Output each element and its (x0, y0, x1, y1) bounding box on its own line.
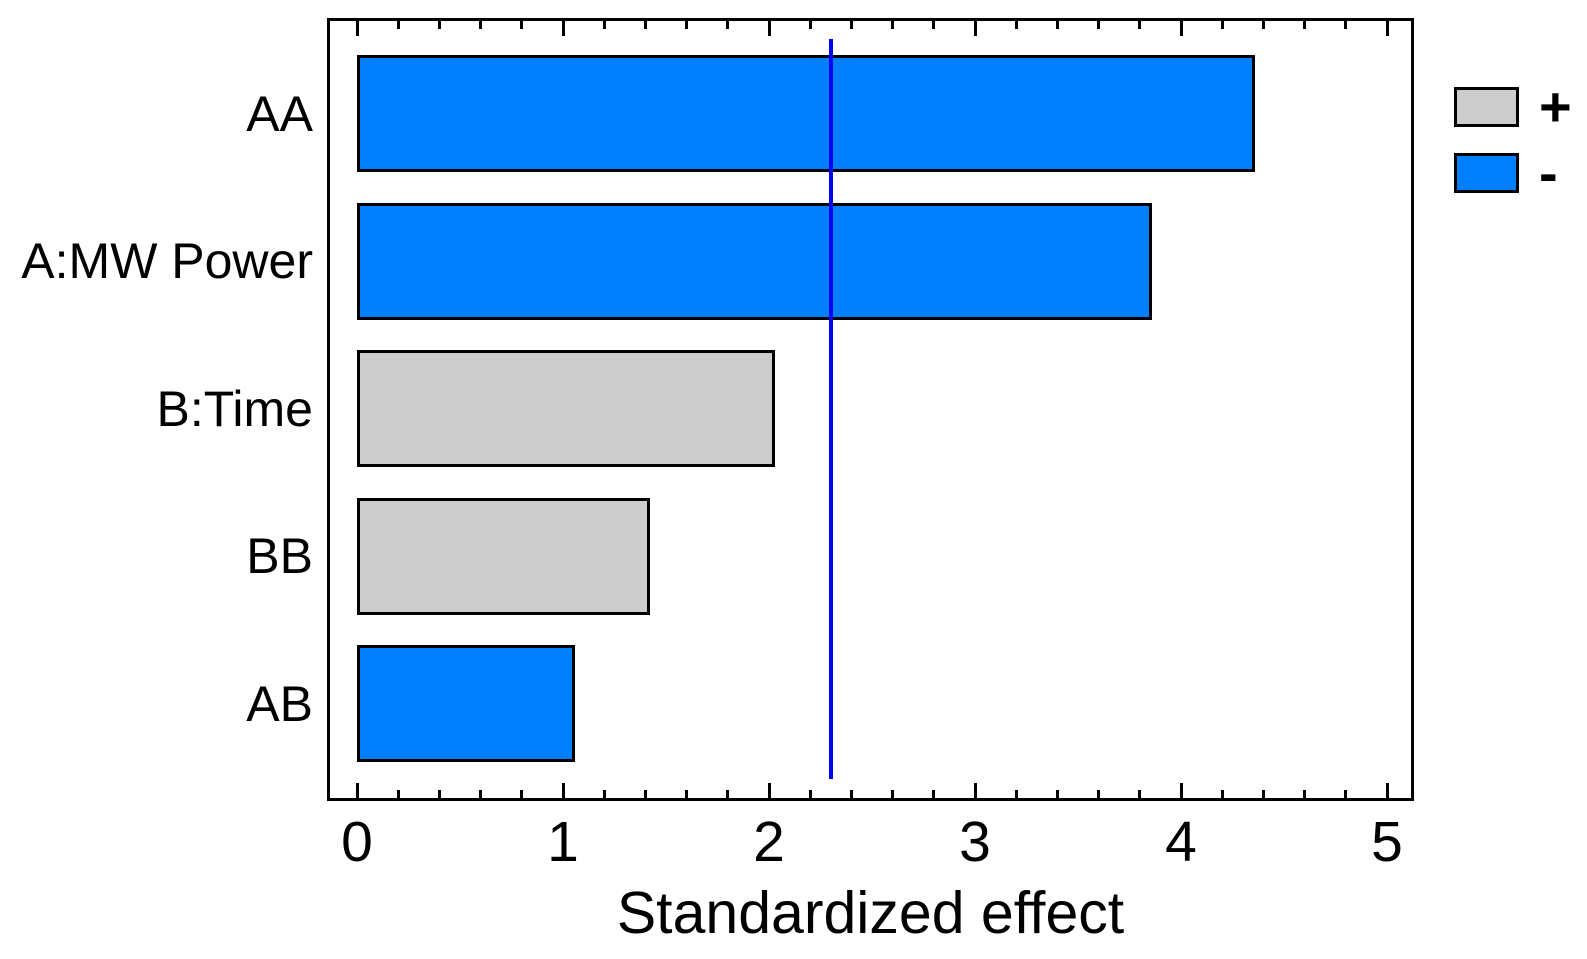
minor-tick-top (1055, 21, 1059, 29)
minor-tick-top (643, 21, 647, 29)
minor-tick-bottom (1220, 790, 1224, 798)
minor-tick-top (1261, 21, 1265, 29)
pareto-bar-b-time (357, 350, 776, 467)
x-tick-label: 5 (1371, 810, 1403, 874)
minor-tick-top (808, 21, 812, 29)
pareto-bar-bb (357, 497, 650, 615)
minor-tick-bottom (479, 790, 483, 798)
minor-tick-bottom (1303, 790, 1307, 798)
pareto-bar-aa (357, 55, 1256, 172)
major-tick-bottom (355, 783, 359, 798)
minor-tick-bottom (1014, 790, 1018, 798)
x-tick-label: 2 (753, 810, 785, 874)
major-tick-bottom (561, 783, 565, 798)
minor-tick-top (437, 21, 441, 29)
legend-label-negative: - (1539, 141, 1558, 204)
minor-tick-bottom (1261, 790, 1265, 798)
minor-tick-top (396, 21, 400, 29)
minor-tick-top (1303, 21, 1307, 29)
pareto-bar-a-mw-power (357, 202, 1153, 320)
category-label: BB (246, 528, 313, 584)
minor-tick-top (479, 21, 483, 29)
major-tick-top (1385, 21, 1389, 36)
minor-tick-top (891, 21, 895, 29)
minor-tick-bottom (932, 790, 936, 798)
legend-swatch-negative (1454, 153, 1519, 193)
minor-tick-bottom (602, 790, 606, 798)
minor-tick-bottom (1344, 790, 1348, 798)
x-axis-title: Standardized effect (616, 880, 1125, 946)
legend-swatch-positive (1454, 87, 1519, 127)
major-tick-top (355, 21, 359, 36)
minor-tick-bottom (1055, 790, 1059, 798)
major-tick-top (561, 21, 565, 36)
minor-tick-bottom (437, 790, 441, 798)
major-tick-bottom (1385, 783, 1389, 798)
pareto-bar-ab (357, 645, 576, 762)
major-tick-bottom (767, 783, 771, 798)
x-tick-label: 3 (959, 810, 991, 874)
minor-tick-bottom (643, 790, 647, 798)
category-label: A:MW Power (21, 233, 313, 289)
minor-tick-top (932, 21, 936, 29)
minor-tick-bottom (1138, 790, 1142, 798)
minor-tick-top (1220, 21, 1224, 29)
minor-tick-top (1344, 21, 1348, 29)
minor-tick-bottom (849, 790, 853, 798)
x-tick-label: 1 (547, 810, 579, 874)
minor-tick-top (1014, 21, 1018, 29)
major-tick-bottom (1179, 783, 1183, 798)
major-tick-top (767, 21, 771, 36)
category-label: AB (246, 675, 313, 732)
minor-tick-bottom (685, 790, 689, 798)
legend-label-positive: + (1539, 75, 1572, 138)
minor-tick-bottom (1097, 790, 1101, 798)
x-tick-label: 0 (341, 810, 373, 874)
minor-tick-bottom (396, 790, 400, 798)
minor-tick-bottom (808, 790, 812, 798)
minor-tick-top (849, 21, 853, 29)
legend-item-positive: + (1454, 75, 1572, 138)
minor-tick-top (1138, 21, 1142, 29)
major-tick-top (1179, 21, 1183, 36)
reference-line (828, 39, 833, 779)
major-tick-bottom (973, 783, 977, 798)
category-label: B:Time (156, 380, 314, 437)
x-tick-label: 4 (1165, 810, 1197, 874)
minor-tick-bottom (520, 790, 524, 798)
minor-tick-top (685, 21, 689, 29)
minor-tick-top (1097, 21, 1101, 29)
legend-item-negative: - (1454, 141, 1558, 204)
minor-tick-bottom (726, 790, 730, 798)
minor-tick-bottom (891, 790, 895, 798)
minor-tick-top (520, 21, 524, 29)
minor-tick-top (726, 21, 730, 29)
minor-tick-top (602, 21, 606, 29)
category-label: AA (246, 85, 313, 142)
major-tick-top (973, 21, 977, 36)
